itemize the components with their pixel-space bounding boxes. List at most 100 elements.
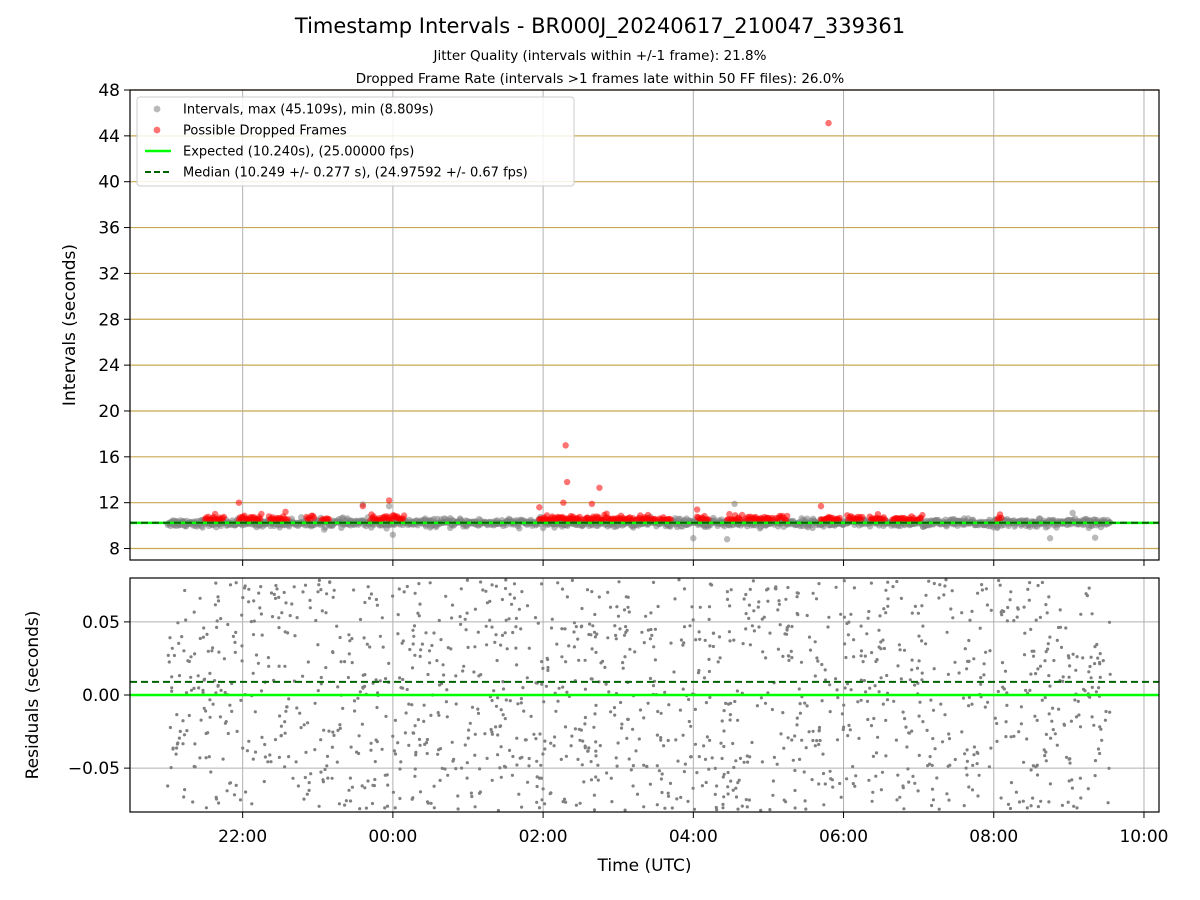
residual-point	[713, 792, 717, 797]
residual-point	[319, 738, 323, 742]
residual-point	[507, 748, 512, 753]
residual-point	[656, 709, 660, 714]
residual-point	[587, 746, 591, 750]
residual-point	[499, 708, 503, 712]
residual-point	[1078, 725, 1083, 729]
residual-point	[283, 664, 287, 668]
residual-point	[466, 736, 470, 740]
residual-point	[642, 641, 646, 645]
residual-point	[763, 701, 768, 705]
residual-point	[768, 808, 772, 812]
residual-point	[970, 609, 974, 614]
residual-point	[338, 635, 342, 640]
residual-point	[698, 637, 702, 641]
residual-point	[725, 597, 730, 602]
residual-point	[720, 719, 724, 723]
residual-point	[798, 711, 803, 715]
residual-point	[514, 616, 519, 621]
residual-point	[464, 628, 468, 632]
residual-point	[708, 644, 712, 648]
residual-point	[375, 705, 379, 710]
residual-point	[852, 655, 856, 659]
residual-point	[283, 720, 287, 724]
residual-point	[823, 668, 827, 672]
residual-point	[642, 763, 646, 767]
residual-point	[425, 737, 429, 742]
residual-point	[510, 602, 514, 606]
residual-point	[1093, 774, 1097, 778]
residual-point	[574, 625, 578, 629]
residual-point	[372, 784, 376, 788]
residual-point	[798, 757, 802, 762]
residual-point	[870, 799, 874, 803]
intervals-y-axis-label: Intervals (seconds)	[60, 244, 80, 406]
residual-point	[898, 795, 902, 799]
residual-point	[267, 664, 271, 668]
residual-point	[946, 672, 951, 677]
residual-point	[191, 800, 195, 804]
residual-point	[182, 649, 186, 653]
residual-point	[920, 671, 924, 675]
residual-point	[1029, 627, 1033, 632]
residual-point	[692, 807, 697, 811]
residual-point	[1086, 787, 1090, 791]
legend-marker-1	[153, 126, 161, 134]
residual-point	[968, 618, 972, 622]
residual-point	[182, 733, 187, 737]
residual-point	[779, 732, 783, 736]
residual-point	[1078, 776, 1082, 780]
residual-point	[562, 797, 567, 801]
residual-point	[782, 746, 786, 750]
residual-point	[405, 687, 409, 692]
residual-point	[884, 588, 888, 592]
residual-point	[687, 719, 691, 724]
residual-point	[201, 688, 205, 692]
intervals-y-tick-label: 8	[109, 540, 120, 560]
residual-point	[307, 788, 311, 793]
residual-point	[817, 782, 821, 786]
residual-point	[935, 776, 939, 780]
residual-point	[586, 749, 590, 753]
residual-point	[348, 799, 353, 803]
residual-point	[219, 688, 223, 693]
residual-point	[1008, 598, 1012, 602]
residual-point	[795, 591, 799, 595]
residual-point	[854, 774, 858, 778]
residual-point	[262, 779, 266, 784]
dropped-frame-point	[211, 510, 219, 518]
residual-point	[606, 590, 610, 595]
residual-point	[527, 756, 531, 761]
intervals-y-tick-label: 32	[98, 264, 120, 284]
residual-point	[672, 670, 676, 674]
residual-point	[257, 591, 261, 595]
residual-point	[511, 630, 515, 635]
residual-point	[218, 715, 222, 719]
residual-point	[728, 718, 732, 722]
residual-point	[251, 633, 256, 637]
residual-point	[826, 625, 830, 629]
residual-point	[225, 789, 229, 793]
residual-point	[583, 722, 587, 726]
residual-point	[596, 763, 600, 767]
residual-point	[484, 624, 488, 628]
residual-point	[325, 592, 329, 596]
residual-point	[324, 611, 328, 615]
residual-point	[224, 720, 228, 724]
residual-point	[283, 765, 287, 769]
residual-point	[725, 590, 730, 594]
residual-point	[508, 592, 512, 596]
residual-point	[938, 583, 942, 587]
residual-point	[877, 628, 881, 632]
residual-point	[211, 646, 215, 650]
residual-point	[648, 637, 653, 641]
dropped-frame-point	[325, 516, 333, 523]
residual-point	[424, 631, 428, 635]
residual-point	[707, 617, 711, 622]
residual-point	[726, 785, 730, 789]
residual-point	[695, 771, 699, 775]
residual-point	[947, 798, 951, 802]
residual-point	[508, 699, 512, 703]
residual-point	[627, 610, 631, 614]
residual-point	[736, 781, 740, 785]
residual-point	[859, 654, 863, 658]
